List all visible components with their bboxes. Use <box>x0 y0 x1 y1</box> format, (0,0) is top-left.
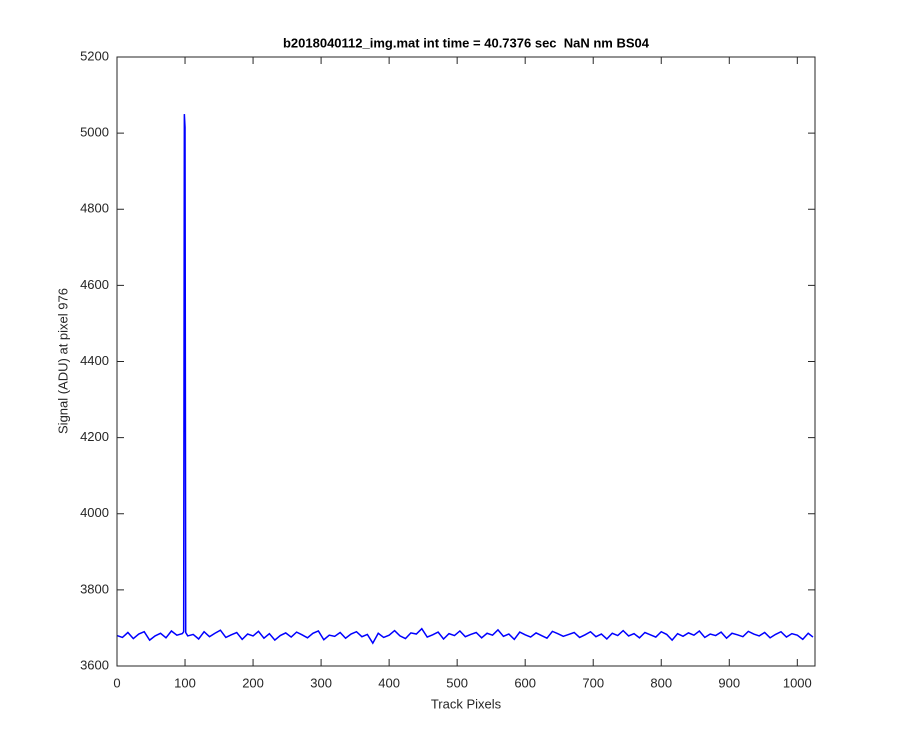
x-tick-label: 700 <box>582 675 604 690</box>
x-tick-label: 600 <box>514 675 536 690</box>
y-tick-label: 4200 <box>80 429 109 444</box>
y-tick-label: 5000 <box>80 125 109 140</box>
x-tick-label: 800 <box>650 675 672 690</box>
chart-title: b2018040112_img.mat int time = 40.7376 s… <box>283 35 650 50</box>
x-tick-label: 300 <box>310 675 332 690</box>
x-tick-label: 0 <box>113 675 120 690</box>
x-axis-label: Track Pixels <box>431 696 502 711</box>
x-tick-label: 200 <box>242 675 264 690</box>
data-line <box>116 114 814 645</box>
x-tick-label: 400 <box>378 675 400 690</box>
x-tick-label: 500 <box>446 675 468 690</box>
x-tick-label: 1000 <box>783 675 812 690</box>
x-tick-label: 100 <box>174 675 196 690</box>
y-tick-label: 3600 <box>80 657 109 672</box>
y-tick-label: 4400 <box>80 353 109 368</box>
y-tick-label: 5200 <box>80 48 109 63</box>
y-tick-label: 4600 <box>80 277 109 292</box>
x-tick-label: 900 <box>718 675 740 690</box>
y-tick-label: 4800 <box>80 201 109 216</box>
y-tick-label: 4000 <box>80 505 109 520</box>
y-tick-label: 3800 <box>80 581 109 596</box>
plot-area <box>117 57 815 666</box>
y-axis-label: Signal (ADU) at pixel 976 <box>55 288 70 434</box>
